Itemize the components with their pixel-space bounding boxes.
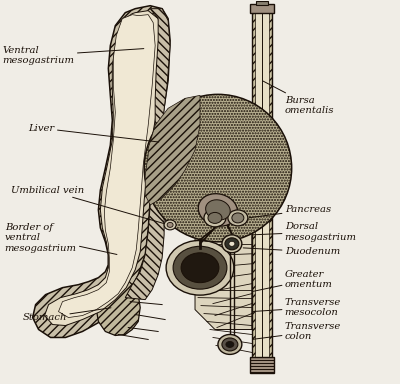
- Ellipse shape: [222, 235, 242, 253]
- Polygon shape: [250, 358, 274, 373]
- Text: Bursa
omentalis: Bursa omentalis: [263, 81, 334, 115]
- Ellipse shape: [225, 238, 239, 250]
- Text: Greater
omentum: Greater omentum: [253, 270, 332, 291]
- Polygon shape: [96, 268, 140, 336]
- Text: Ventral
mesogastrium: Ventral mesogastrium: [3, 46, 144, 65]
- Ellipse shape: [166, 240, 234, 295]
- Ellipse shape: [164, 220, 176, 230]
- Ellipse shape: [181, 253, 219, 283]
- Polygon shape: [250, 4, 274, 13]
- Text: Umbilical vein: Umbilical vein: [11, 185, 164, 223]
- Ellipse shape: [144, 94, 292, 242]
- Ellipse shape: [229, 241, 235, 246]
- Text: Duodenum: Duodenum: [243, 247, 340, 256]
- Ellipse shape: [206, 200, 230, 220]
- Ellipse shape: [232, 213, 244, 223]
- Text: Pancreas: Pancreas: [249, 205, 331, 218]
- Polygon shape: [125, 9, 170, 300]
- Polygon shape: [58, 15, 155, 318]
- Text: Dorsal
mesogastrium: Dorsal mesogastrium: [253, 222, 357, 242]
- Polygon shape: [44, 11, 162, 326]
- Ellipse shape: [204, 209, 226, 227]
- Ellipse shape: [228, 210, 248, 226]
- Polygon shape: [252, 6, 272, 364]
- Text: Stomach: Stomach: [23, 308, 111, 322]
- Ellipse shape: [173, 246, 227, 289]
- Ellipse shape: [198, 194, 238, 226]
- Polygon shape: [195, 195, 252, 329]
- Ellipse shape: [208, 212, 222, 223]
- Text: Transverse
mesocolon: Transverse mesocolon: [253, 298, 341, 317]
- Text: Liver: Liver: [29, 124, 159, 142]
- Ellipse shape: [218, 334, 242, 354]
- Polygon shape: [33, 6, 170, 338]
- Ellipse shape: [226, 341, 234, 348]
- Ellipse shape: [222, 338, 238, 351]
- Polygon shape: [145, 95, 200, 205]
- Text: Transverse
colon: Transverse colon: [253, 322, 341, 341]
- Polygon shape: [255, 9, 269, 361]
- Text: Border of
ventral
mesogastrium: Border of ventral mesogastrium: [5, 223, 117, 255]
- Ellipse shape: [167, 222, 173, 227]
- Polygon shape: [256, 1, 268, 5]
